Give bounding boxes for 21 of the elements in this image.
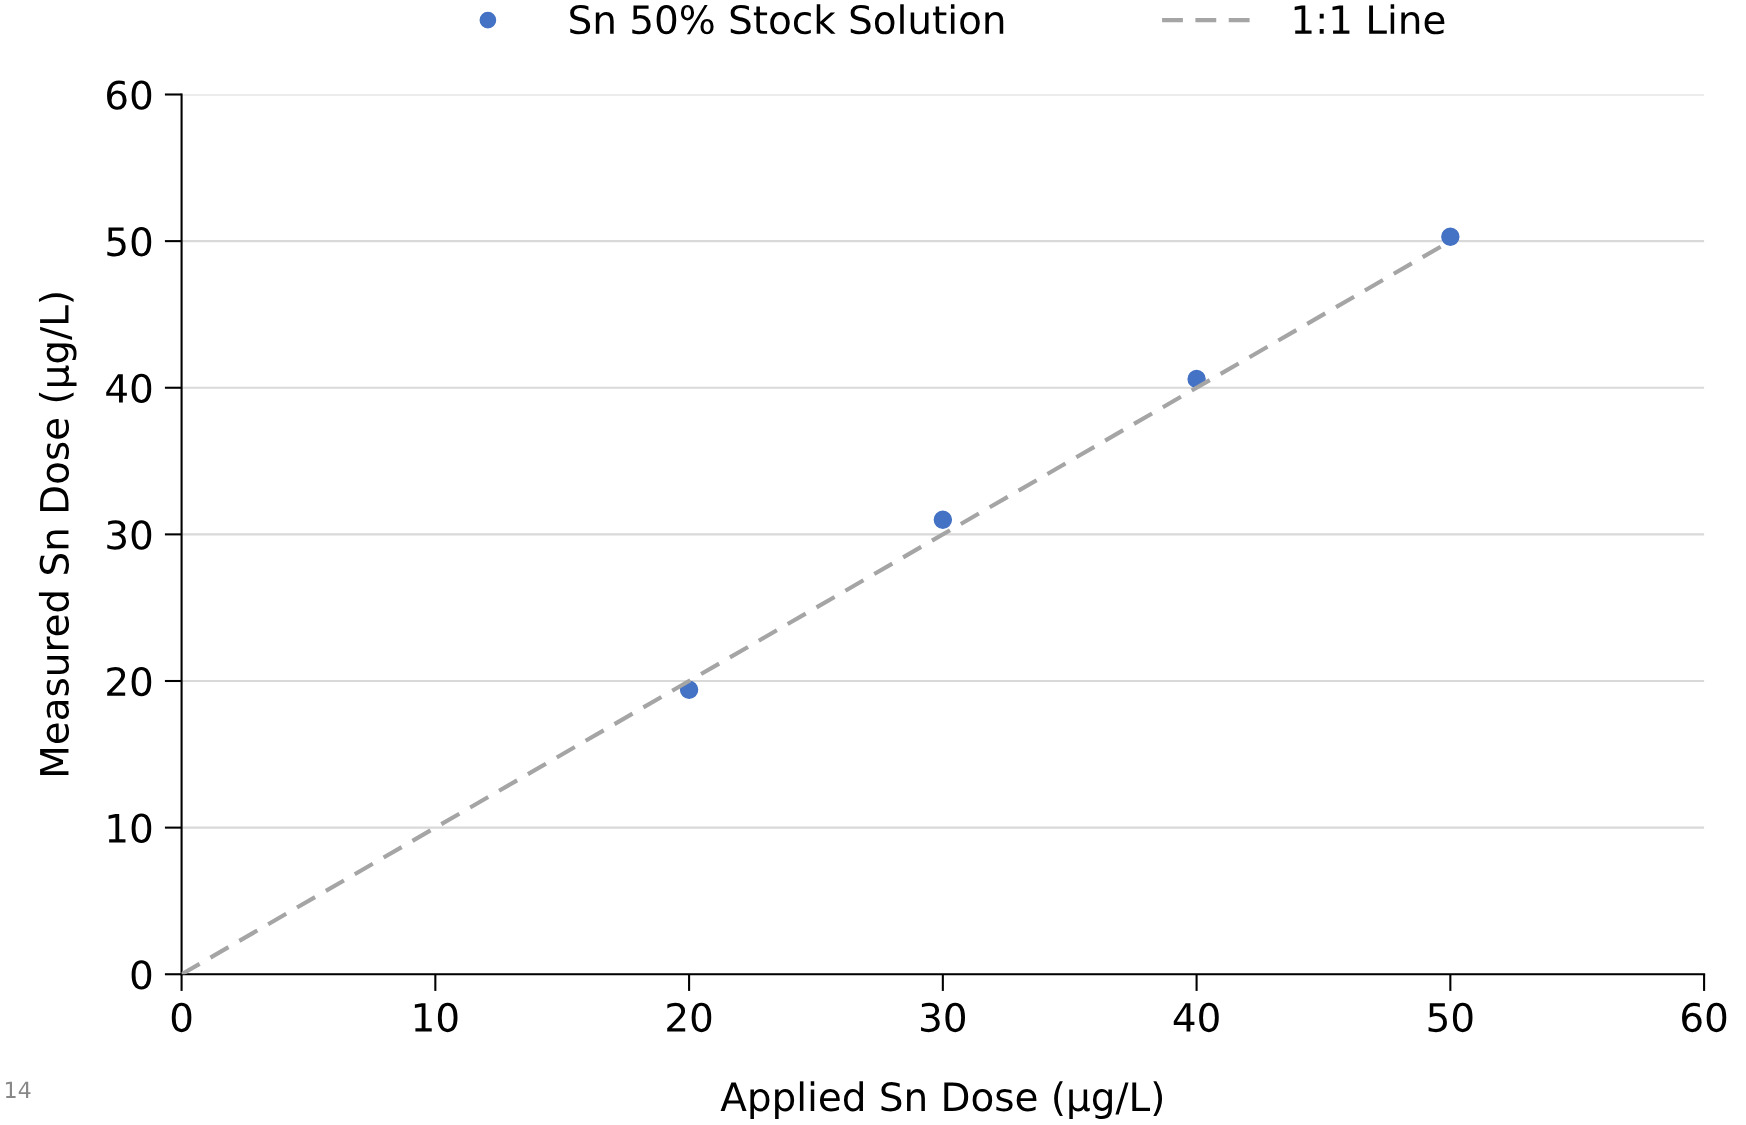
x-axis-title: Applied Sn Dose (µg/L): [720, 1081, 1163, 1119]
point: [1441, 227, 1460, 246]
x-tick-label: 40: [1173, 1002, 1219, 1033]
y-tick-label: 40: [106, 373, 152, 404]
y-tick-label: 50: [107, 227, 152, 257]
legend-label: Sn 50% Stock Solution: [570, 4, 1004, 35]
x-tick-label: 20: [667, 1002, 712, 1033]
x-tick-label: 10: [414, 1002, 458, 1033]
text: 14: [5, 1081, 31, 1098]
x-tick-label: 60: [1682, 1002, 1727, 1033]
y-tick-label: 20: [107, 666, 152, 697]
point: [933, 510, 953, 529]
y-tick-label: 30: [107, 520, 152, 550]
y-axis-title: Measured Sn Dose (µg/L): [38, 293, 77, 775]
y-tick-label: 0: [131, 960, 152, 990]
legend-label: 1:1 Line: [1294, 4, 1445, 35]
y-tick-label: 60: [107, 80, 152, 110]
y-tick-label: 10: [108, 813, 152, 843]
x-tick-label: 0: [171, 1002, 192, 1033]
x-tick-label: 30: [921, 1002, 965, 1033]
x-tick-label: 50: [1428, 1002, 1473, 1033]
